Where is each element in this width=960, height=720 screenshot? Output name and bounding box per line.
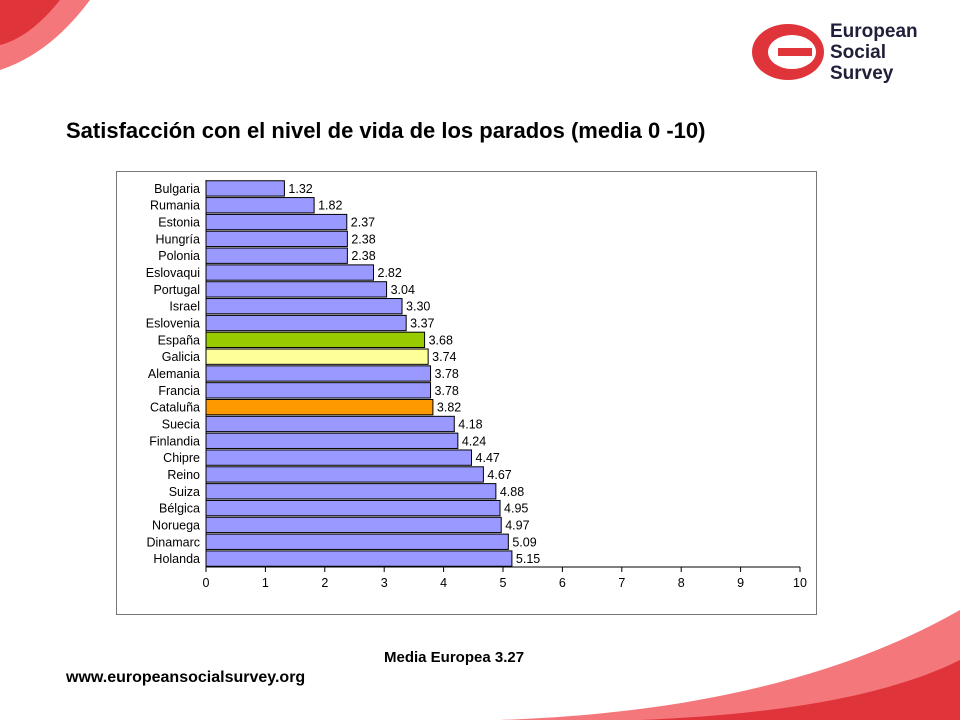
ess-logo-mark [752, 24, 824, 80]
x-tick-label-9: 9 [737, 576, 744, 590]
bar-francia [205, 382, 432, 399]
bar-portugal [205, 281, 388, 298]
bar-chipre [205, 449, 473, 466]
ess-logo: European Social Survey [748, 18, 948, 88]
value-label-estonia: 2.37 [351, 216, 375, 230]
category-label-bulgaria: Bulgaria [154, 182, 200, 196]
value-label-belgica: 4.95 [504, 502, 528, 516]
x-tick-label-10: 10 [793, 576, 807, 590]
category-label-cataluna: Cataluña [150, 401, 200, 415]
x-tick-label-0: 0 [203, 576, 210, 590]
category-label-galicia: Galicia [162, 350, 200, 364]
category-label-eslovaqui: Eslovaqui [146, 266, 200, 280]
x-tick-label-2: 2 [321, 576, 328, 590]
bar-israel [205, 298, 403, 315]
value-label-francia: 3.78 [435, 384, 459, 398]
category-label-finlandia: Finlandia [149, 434, 200, 448]
value-label-reino: 4.67 [487, 468, 511, 482]
bar-chart: Bulgaria 1.32 Rumania 1.82 Estonia 2.37 Hungrí… [146, 180, 807, 590]
bar-bulgaria [205, 180, 285, 197]
category-label-israel: Israel [169, 300, 200, 314]
bottom-right-swoosh-dark [640, 660, 960, 720]
bar-espana [205, 331, 426, 349]
category-label-francia: Francia [158, 384, 200, 398]
category-label-portugal: Portugal [153, 283, 200, 297]
bar-suiza [205, 483, 497, 500]
chart-frame: Bulgaria 1.32 Rumania 1.82 Estonia 2.37 Hungrí… [116, 171, 817, 615]
category-label-suecia: Suecia [162, 417, 200, 431]
x-tick-label-1: 1 [262, 576, 269, 590]
page-title: Satisfacción con el nivel de vida de los… [66, 118, 706, 143]
bar-belgica [205, 499, 501, 517]
x-tick-label-3: 3 [381, 576, 388, 590]
bar-reino [205, 466, 484, 483]
value-label-rumania: 1.82 [318, 199, 342, 213]
value-label-noruega: 4.97 [505, 518, 529, 532]
category-label-estonia: Estonia [158, 216, 200, 230]
bar-cataluna [205, 398, 434, 416]
category-label-dinamarc: Dinamarc [147, 535, 201, 549]
category-label-rumania: Rumania [150, 199, 200, 213]
category-label-belgica: Bélgica [159, 502, 200, 516]
value-label-suecia: 4.18 [458, 417, 482, 431]
value-label-israel: 3.30 [406, 300, 430, 314]
bar-alemania [205, 365, 432, 382]
category-label-eslovenia: Eslovenia [146, 317, 200, 331]
value-label-polonia: 2.38 [351, 249, 375, 263]
category-label-chipre: Chipre [163, 451, 200, 465]
bar-rumania [205, 197, 315, 214]
value-label-finlandia: 4.24 [462, 434, 486, 448]
bar-noruega [205, 516, 502, 534]
bar-finlandia [205, 432, 459, 449]
bar-hungria [205, 230, 348, 248]
category-label-hungria: Hungría [156, 232, 201, 246]
value-label-suiza: 4.88 [500, 485, 524, 499]
logo-text-line2: Social [830, 42, 886, 63]
x-tick-label-8: 8 [678, 576, 685, 590]
value-label-hungria: 2.38 [351, 232, 375, 246]
value-label-bulgaria: 1.32 [288, 182, 312, 196]
bottom-right-swoosh [500, 610, 960, 720]
logo-text-line1: European [830, 21, 918, 42]
value-label-eslovaqui: 2.82 [378, 266, 402, 280]
european-average-note: Media Europea 3.27 [384, 649, 525, 666]
x-tick-label-6: 6 [559, 576, 566, 590]
bar-eslovenia [205, 314, 407, 332]
bar-polonia [205, 247, 348, 264]
x-tick-label-5: 5 [500, 576, 507, 590]
category-label-alemania: Alemania [148, 367, 200, 381]
bar-holanda [205, 550, 513, 567]
category-label-reino: Reino [167, 468, 200, 482]
category-label-espana: España [158, 333, 200, 347]
value-label-espana: 3.68 [429, 333, 453, 347]
value-label-portugal: 3.04 [391, 283, 415, 297]
bar-suecia [205, 415, 455, 433]
bar-dinamarc [205, 533, 509, 550]
value-label-holanda: 5.15 [516, 552, 540, 566]
category-label-polonia: Polonia [158, 249, 200, 263]
value-label-alemania: 3.78 [435, 367, 459, 381]
value-label-cataluna: 3.82 [437, 401, 461, 415]
value-label-galicia: 3.74 [432, 350, 456, 364]
category-label-holanda: Holanda [153, 552, 200, 566]
x-tick-label-4: 4 [440, 576, 447, 590]
category-label-noruega: Noruega [152, 518, 200, 532]
logo-text-line3: Survey [830, 63, 894, 84]
value-label-eslovenia: 3.37 [410, 317, 434, 331]
top-left-swoosh-dark [0, 0, 60, 45]
value-label-chipre: 4.47 [476, 451, 500, 465]
bar-galicia [205, 348, 429, 365]
bar-eslovaqui [205, 264, 375, 281]
value-label-dinamarc: 5.09 [512, 535, 536, 549]
bar-estonia [205, 213, 348, 231]
category-label-suiza: Suiza [169, 485, 200, 499]
x-tick-label-7: 7 [618, 576, 625, 590]
website-link[interactable]: www.europeansocialsurvey.org [66, 669, 306, 686]
